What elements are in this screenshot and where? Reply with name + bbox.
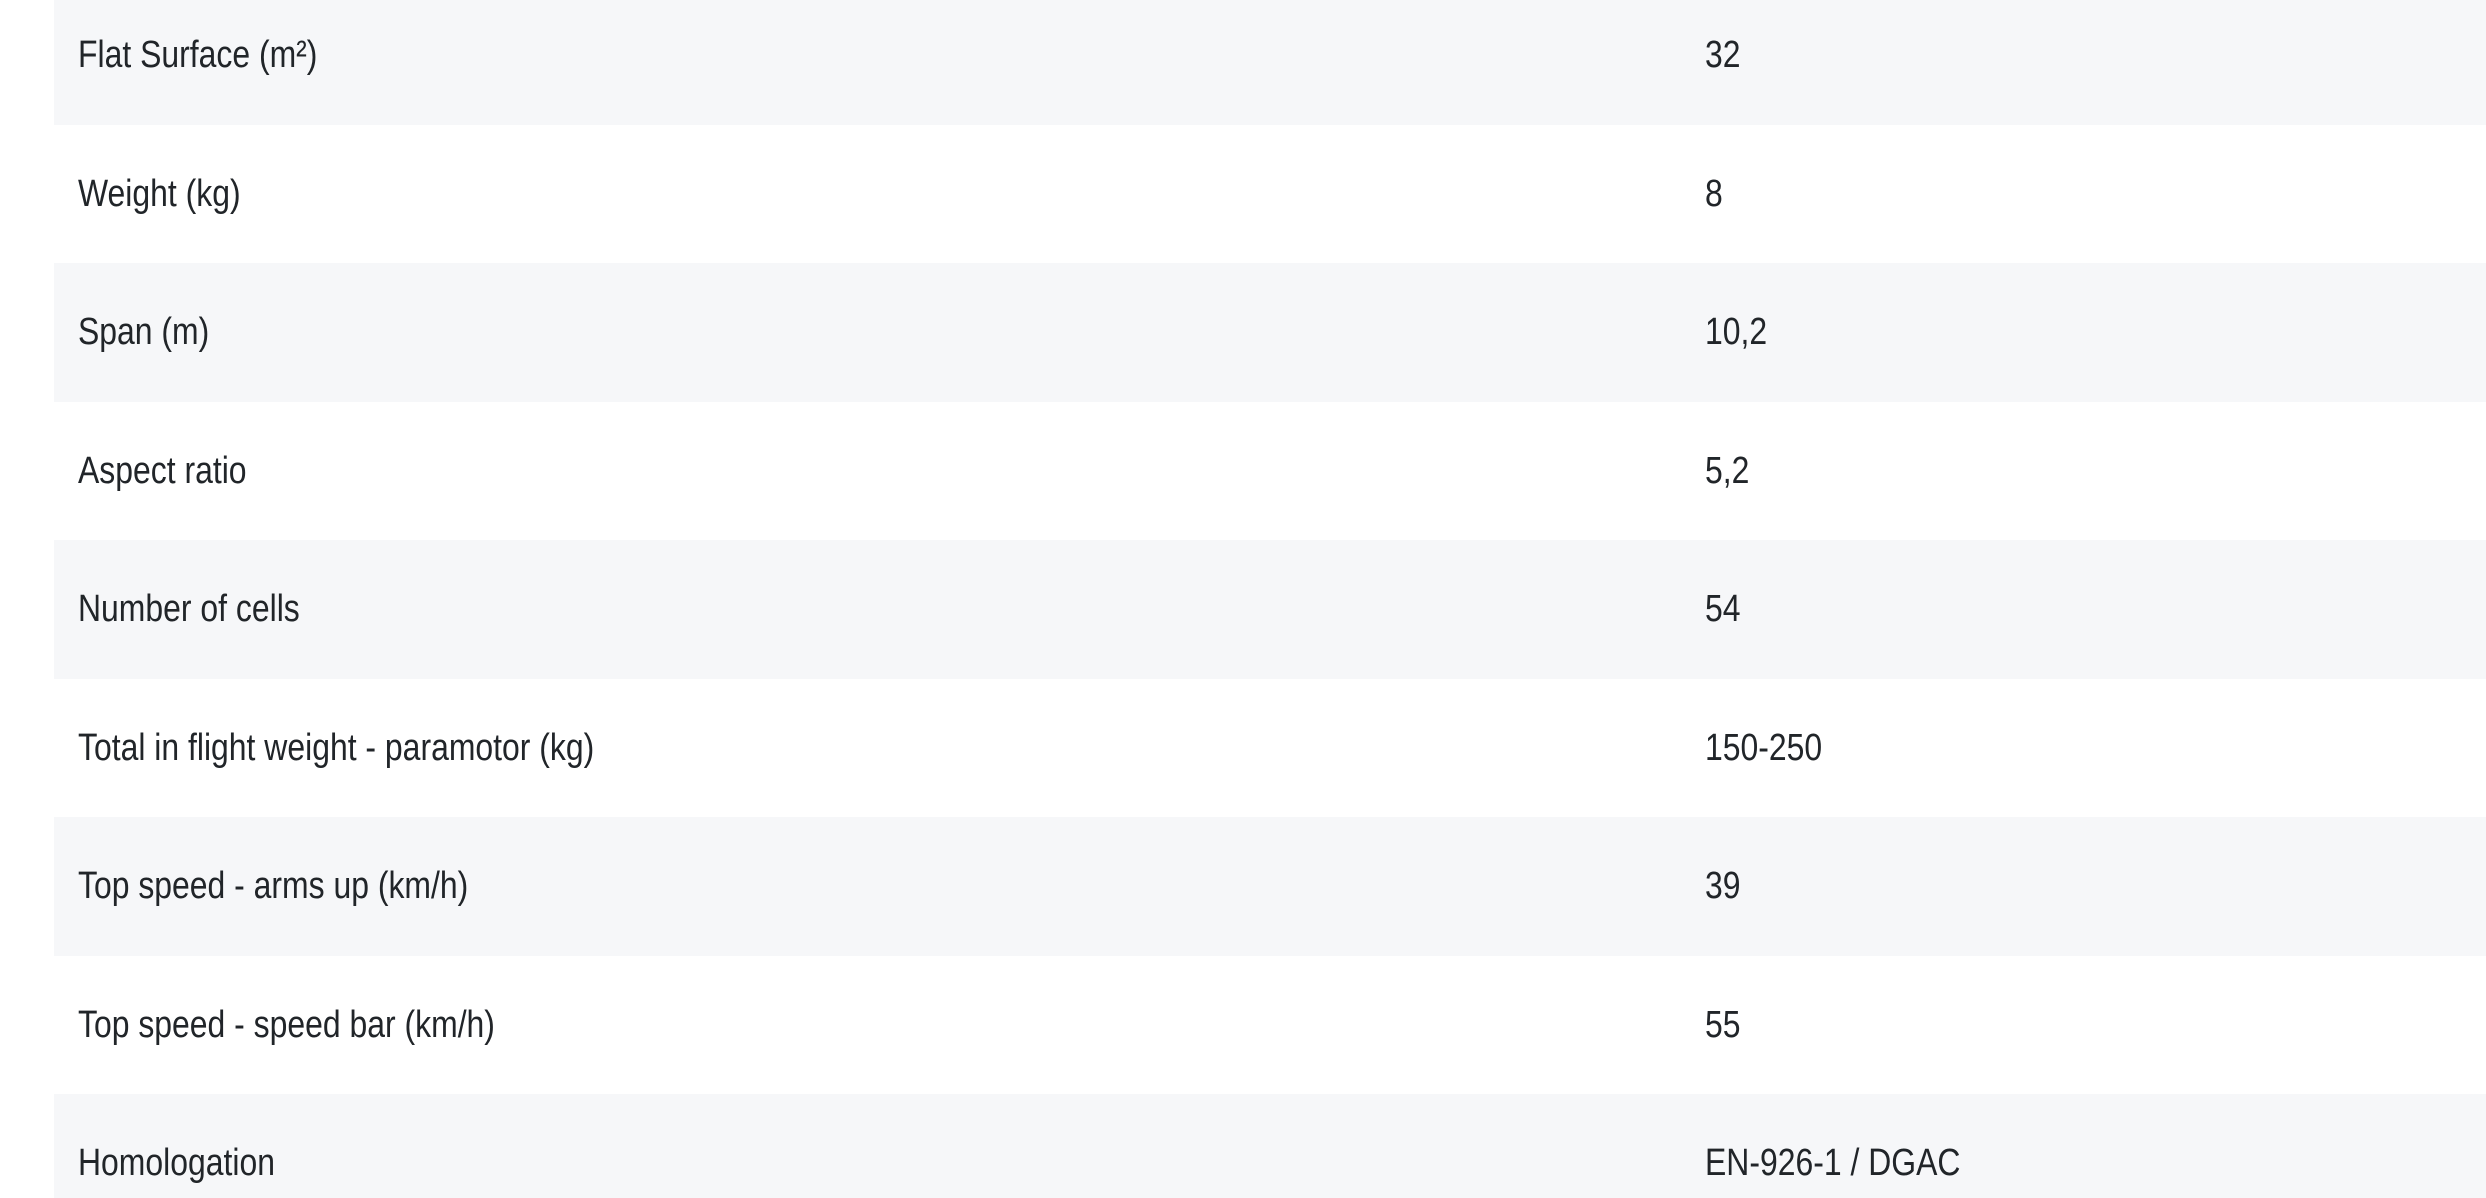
spec-value: 39 — [1705, 865, 1741, 908]
spec-value-cell: 32 — [1705, 36, 1747, 74]
spec-value: 32 — [1705, 34, 1741, 77]
spec-value: EN-926-1 / DGAC — [1705, 1142, 1961, 1185]
spec-table: Flat Surface (m²) 32 Weight (kg) 8 Span … — [54, 0, 2486, 1198]
spec-value-cell: 10,2 — [1705, 313, 1779, 351]
spec-label: Number of cells — [78, 588, 300, 631]
spec-label-cell: Top speed - speed bar (km/h) — [78, 1006, 574, 1044]
spec-label: Top speed - arms up (km/h) — [78, 865, 469, 908]
spec-label-cell: Weight (kg) — [78, 175, 272, 213]
spec-label-cell: Homologation — [78, 1144, 312, 1182]
spec-value-cell: 8 — [1705, 175, 1726, 213]
table-row: Homologation EN-926-1 / DGAC — [54, 1094, 2486, 1198]
spec-label: Total in flight weight - paramotor (kg) — [78, 726, 595, 769]
spec-value: 150-250 — [1705, 726, 1823, 769]
spec-label-cell: Aspect ratio — [78, 452, 279, 490]
spec-label: Weight (kg) — [78, 172, 241, 215]
table-row: Span (m) 10,2 — [54, 263, 2486, 402]
spec-value-cell: 5,2 — [1705, 452, 1758, 490]
spec-value: 10,2 — [1705, 311, 1768, 354]
spec-value: 8 — [1705, 172, 1723, 215]
spec-value: 55 — [1705, 1003, 1741, 1046]
spec-value-cell: 39 — [1705, 867, 1747, 905]
spec-label-cell: Number of cells — [78, 590, 342, 628]
table-row: Aspect ratio 5,2 — [54, 401, 2486, 540]
spec-value-cell: EN-926-1 / DGAC — [1705, 1144, 2009, 1182]
spec-label: Top speed - speed bar (km/h) — [78, 1003, 495, 1046]
spec-label-cell: Flat Surface (m²) — [78, 36, 363, 74]
spec-label-cell: Span (m) — [78, 313, 234, 351]
table-row: Top speed - speed bar (km/h) 55 — [54, 955, 2486, 1094]
spec-value-cell: 54 — [1705, 590, 1747, 628]
table-row: Total in flight weight - paramotor (kg) … — [54, 678, 2486, 817]
spec-value-cell: 150-250 — [1705, 729, 1844, 767]
spec-label-cell: Total in flight weight - paramotor (kg) — [78, 729, 693, 767]
spec-value: 54 — [1705, 588, 1741, 631]
spec-label-cell: Top speed - arms up (km/h) — [78, 867, 543, 905]
spec-label: Span (m) — [78, 311, 210, 354]
spec-label: Homologation — [78, 1142, 275, 1185]
spec-value: 5,2 — [1705, 449, 1750, 492]
table-row: Top speed - arms up (km/h) 39 — [54, 817, 2486, 956]
table-row: Flat Surface (m²) 32 — [54, 0, 2486, 125]
spec-value-cell: 55 — [1705, 1006, 1747, 1044]
table-row: Number of cells 54 — [54, 540, 2486, 679]
table-row: Weight (kg) 8 — [54, 124, 2486, 263]
spec-label: Aspect ratio — [78, 449, 247, 492]
spec-label: Flat Surface (m²) — [78, 34, 318, 77]
